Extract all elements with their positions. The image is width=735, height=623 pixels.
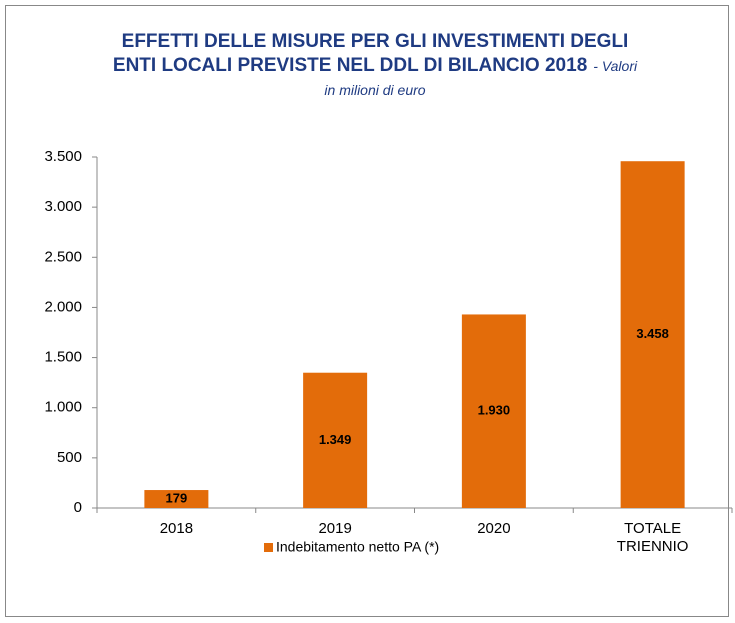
legend-swatch xyxy=(264,543,273,552)
data-label: 1.349 xyxy=(319,432,352,447)
bar xyxy=(620,161,685,508)
x-tick-label: TOTALE TRIENNIO xyxy=(616,520,689,555)
y-tick-label: 0 xyxy=(74,499,82,516)
data-label: 1.930 xyxy=(478,403,511,418)
y-tick-label: 2.500 xyxy=(44,248,82,265)
chart-frame xyxy=(5,5,729,617)
y-tick-label: 500 xyxy=(57,449,82,466)
x-tick-label: 2020 xyxy=(477,520,511,537)
y-tick-label: 3.000 xyxy=(44,198,82,215)
data-label: 179 xyxy=(166,490,188,505)
x-tick-label: 2018 xyxy=(159,520,194,537)
y-tick-label: 2.000 xyxy=(44,298,82,315)
bar xyxy=(144,490,209,508)
chart-title: EFFETTI DELLE MISURE PER GLI INVESTIMENT… xyxy=(112,31,629,76)
data-label: 3.458 xyxy=(636,326,669,341)
legend-label: Indebitamento netto PA (*) xyxy=(276,539,439,555)
y-tick-label: 3.500 xyxy=(44,148,82,165)
chart-title-block: EFFETTI DELLE MISURE PER GLI INVESTIMENT… xyxy=(110,30,640,102)
y-tick-label: 1.500 xyxy=(44,349,82,366)
y-tick-label: 1.000 xyxy=(44,399,82,416)
chart-subtitle: - Valori in milioni di euro xyxy=(324,58,638,98)
bar xyxy=(461,314,526,508)
x-tick-label: 2019 xyxy=(318,520,352,537)
bar xyxy=(303,372,368,508)
